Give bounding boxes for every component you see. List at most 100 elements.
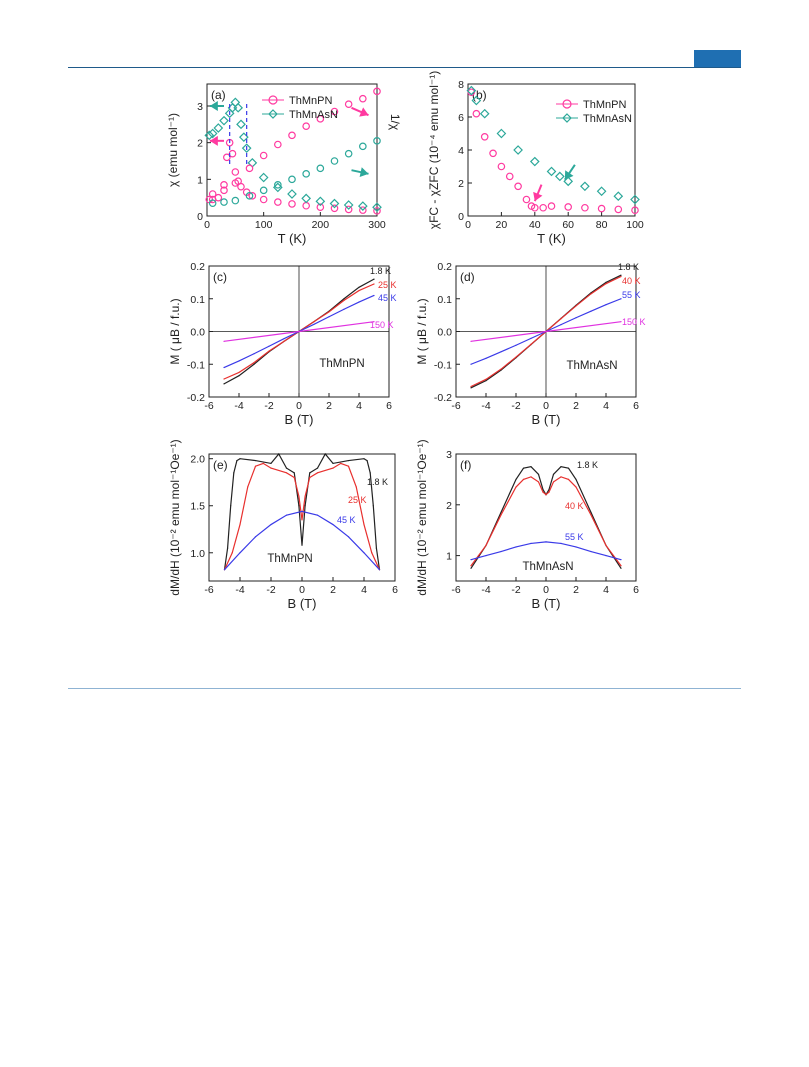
data-point-circle — [373, 137, 381, 145]
data-point — [560, 476, 562, 478]
y-tick-label: 0.1 — [190, 294, 205, 306]
data-point — [328, 311, 330, 313]
y-tick-label: -0.2 — [187, 392, 205, 404]
data-point — [530, 337, 532, 339]
data-point-diamond — [219, 115, 229, 126]
data-point-circle — [489, 149, 497, 158]
data-point-diamond — [630, 194, 640, 205]
data-point-circle — [208, 199, 217, 207]
data-point-diamond — [213, 123, 224, 133]
series-line — [470, 541, 622, 561]
data-point-circle — [330, 157, 339, 165]
data-point-diamond — [301, 193, 312, 204]
data-point — [254, 459, 257, 462]
data-point — [470, 385, 472, 388]
legend-marker-diamond — [268, 109, 278, 119]
footer-rule — [68, 688, 741, 689]
series-label: 1.8 K — [577, 460, 598, 470]
data-point — [293, 472, 295, 474]
legend-label: ThMnAsN — [583, 113, 632, 125]
data-point — [343, 308, 345, 310]
x-tick-label: -6 — [451, 584, 460, 596]
data-point-diamond — [315, 196, 326, 207]
data-point — [268, 350, 270, 352]
data-point-circle — [245, 192, 254, 200]
data-point — [515, 356, 517, 358]
x-tick-label: -6 — [204, 584, 213, 596]
data-point-circle — [330, 107, 339, 116]
data-point — [366, 459, 368, 462]
data-point-circle — [316, 164, 325, 173]
y-tick-label: 2 — [197, 138, 203, 150]
data-point-diamond — [204, 130, 215, 141]
data-point — [485, 544, 487, 547]
x-tick-label: 6 — [633, 400, 639, 412]
data-point-circle — [316, 115, 325, 123]
data-point — [567, 467, 570, 469]
data-point-circle — [259, 151, 268, 160]
data-point — [620, 321, 622, 323]
data-point — [328, 316, 330, 318]
series-label: 150 K — [622, 317, 646, 327]
data-point — [500, 514, 502, 516]
series-e-2 — [223, 510, 381, 571]
x-axis-label: T (K) — [278, 231, 307, 246]
x-tick-label: 0 — [543, 400, 549, 412]
data-point-circle — [288, 175, 296, 184]
data-point — [620, 298, 622, 300]
data-point-diamond — [258, 172, 269, 183]
data-point — [470, 387, 472, 389]
annotation-arrow-head — [209, 101, 218, 111]
data-point — [369, 472, 371, 474]
data-point — [301, 544, 303, 546]
data-point — [560, 324, 562, 326]
data-point — [485, 378, 487, 380]
annotation-arrow-head — [359, 167, 369, 178]
data-point-circle — [231, 179, 240, 187]
x-axis-label: B (T) — [288, 596, 317, 611]
data-point-circle — [288, 131, 296, 140]
data-point-circle — [514, 182, 522, 191]
series-c-3 — [223, 321, 375, 342]
panel-label: (d) — [460, 270, 475, 284]
data-point-diamond — [357, 201, 368, 211]
data-point — [620, 275, 622, 278]
data-point — [332, 523, 334, 526]
data-point — [313, 323, 315, 325]
chart-panel-b: 0 20 40 60 80 100 0 2 4 6 8 T (K) χFC - χZFC (10⁻⁴ e… — [427, 71, 644, 246]
series-b-1 — [466, 85, 640, 205]
data-point — [347, 459, 350, 462]
data-point — [236, 459, 238, 462]
series-a-1 — [204, 97, 382, 213]
x-tick-label: 4 — [356, 400, 362, 412]
data-point — [552, 473, 555, 475]
data-point-circle — [547, 202, 556, 210]
data-point-circle — [359, 142, 367, 151]
data-point — [363, 458, 365, 460]
y-tick-label: 6 — [458, 112, 464, 124]
data-point — [316, 514, 319, 516]
data-point — [542, 488, 544, 491]
x-tick-label: 100 — [255, 219, 273, 231]
data-point — [373, 278, 375, 280]
x-tick-label: 4 — [603, 400, 609, 412]
data-point-circle — [220, 181, 228, 189]
data-point — [238, 360, 240, 362]
data-point — [283, 340, 285, 342]
data-point-diamond — [372, 202, 382, 213]
series-label: 1.8 K — [618, 262, 639, 272]
data-point — [358, 301, 360, 303]
data-point — [575, 546, 577, 548]
chart-panel-c: -6 -4 -2 0 2 4 6 -0.2 -0.1 0.0 0.1 0.2 B (T) M ( μB /… — [168, 261, 397, 427]
data-point — [268, 345, 270, 347]
data-point — [285, 514, 288, 516]
y-tick-label: 1 — [197, 174, 203, 186]
data-point — [545, 330, 547, 333]
data-point — [560, 542, 562, 545]
data-point-circle — [214, 193, 223, 202]
data-point — [223, 569, 226, 571]
data-point-diamond — [513, 145, 523, 155]
data-point — [358, 289, 360, 292]
x-tick-label: 2 — [573, 400, 579, 412]
